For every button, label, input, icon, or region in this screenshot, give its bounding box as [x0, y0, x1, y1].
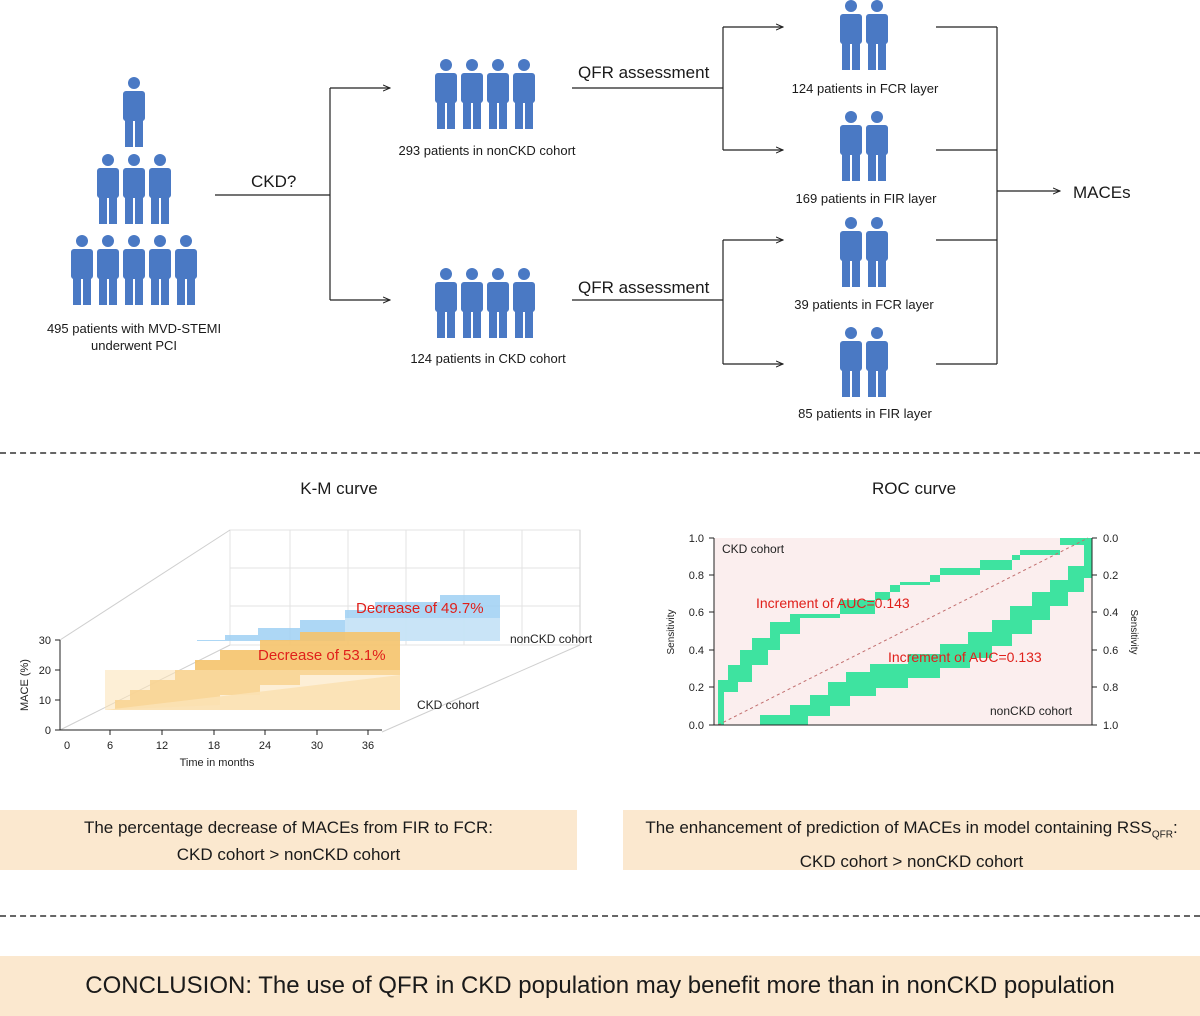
roc-nonckd-label: nonCKD cohort [990, 704, 1073, 718]
km-ytick: 0 [45, 725, 51, 737]
ckd-question-label: CKD? [251, 172, 297, 191]
roc-nonckd-increment: Increment of AUC=0.133 [888, 649, 1042, 665]
layer-fir-nonckd-label: 169 patients in FIR layer [795, 191, 937, 206]
roc-right-tick: 0.0 [1103, 533, 1118, 545]
km-ytick: 30 [39, 635, 51, 647]
nonckd-cohort-people-icon [435, 59, 535, 129]
km-xtick: 18 [208, 740, 220, 752]
roc-summary-box: The enhancement of prediction of MACEs i… [623, 810, 1200, 871]
roc-ckd-label: CKD cohort [722, 542, 785, 556]
qfr-assessment-top-label: QFR assessment [578, 63, 710, 82]
roc-nonckd-band [760, 544, 1092, 725]
km-xlabel: Time in months [180, 757, 255, 769]
km-xtick: 6 [107, 740, 113, 752]
flow-connectors [215, 27, 1060, 364]
roc-right-tick: 0.6 [1103, 645, 1118, 657]
roc-title: ROC curve [871, 479, 957, 498]
ckd-cohort-label: 124 patients in CKD cohort [410, 351, 566, 366]
km-xtick: 0 [64, 740, 70, 752]
roc-left-tick: 0.2 [689, 682, 704, 694]
roc-chart: 1.0 0.8 0.6 0.4 0.2 0.0 0.0 0.2 0.4 0.6 … [666, 533, 1139, 732]
roc-right-tick: 0.4 [1103, 607, 1118, 619]
roc-ckd-increment: Increment of AUC=0.143 [756, 595, 910, 611]
roc-summary-line1: The enhancement of prediction of MACEs i… [645, 818, 1178, 841]
km-ckd-decrease: Decrease of 53.1% [258, 647, 386, 664]
roc-summary-subscript: QFR [1151, 829, 1173, 841]
km-xtick: 24 [259, 740, 271, 752]
roc-left-tick: 0.6 [689, 607, 704, 619]
km-ytick: 20 [39, 665, 51, 677]
section-divider-bottom [0, 915, 1200, 917]
roc-left-tick: 0.8 [689, 570, 704, 582]
km-summary-line2: CKD cohort > nonCKD cohort [176, 845, 401, 864]
roc-ckd-band [718, 538, 1092, 725]
total-patients-label: 495 patients with MVD-STEMI underwent PC… [46, 321, 222, 353]
patients-pyramid-icon [71, 77, 197, 305]
roc-left-tick: 0.4 [689, 645, 704, 657]
nonckd-cohort-label: 293 patients in nonCKD cohort [398, 143, 576, 158]
km-summary-line1: The percentage decrease of MACEs from FI… [83, 818, 494, 837]
qfr-assessment-bottom-label: QFR assessment [578, 278, 710, 297]
km-xtick: 30 [311, 740, 323, 752]
layer-fir-ckd-label: 85 patients in FIR layer [798, 406, 932, 421]
km-title: K-M curve [300, 479, 378, 498]
roc-left-tick: 0.0 [689, 720, 704, 732]
km-ytick: 10 [39, 695, 51, 707]
roc-right-tick: 0.2 [1103, 570, 1118, 582]
ckd-cohort-people-icon [435, 268, 535, 338]
km-nonckd-decrease: Decrease of 49.7% [356, 600, 484, 617]
roc-left-ylabel: Sensitivity [666, 609, 677, 654]
km-xtick: 36 [362, 740, 374, 752]
roc-left-tick: 1.0 [689, 533, 704, 545]
roc-right-tick: 1.0 [1103, 720, 1118, 732]
km-chart: 30 20 10 0 0 6 12 18 24 30 36 Time in mo… [19, 529, 593, 769]
roc-right-tick: 0.8 [1103, 682, 1118, 694]
km-ylabel: MACE (%) [19, 659, 31, 711]
flow-diagram [71, 0, 1200, 397]
km-nonckd-label: nonCKD cohort [510, 632, 593, 646]
km-xtick: 12 [156, 740, 168, 752]
roc-right-ylabel: Sensitivity [1128, 609, 1139, 654]
conclusion-banner: CONCLUSION: The use of QFR in CKD popula… [0, 956, 1200, 1016]
km-summary-box: The percentage decrease of MACEs from FI… [0, 810, 577, 870]
km-ckd-label: CKD cohort [417, 698, 480, 712]
section-divider-top [0, 452, 1200, 454]
roc-summary-line2: CKD cohort > nonCKD cohort [799, 852, 1024, 872]
layer-fcr-nonckd-label: 124 patients in FCR layer [791, 81, 939, 96]
maces-outcome-label: MACEs [1073, 183, 1131, 202]
layer-fcr-ckd-label: 39 patients in FCR layer [794, 297, 934, 312]
